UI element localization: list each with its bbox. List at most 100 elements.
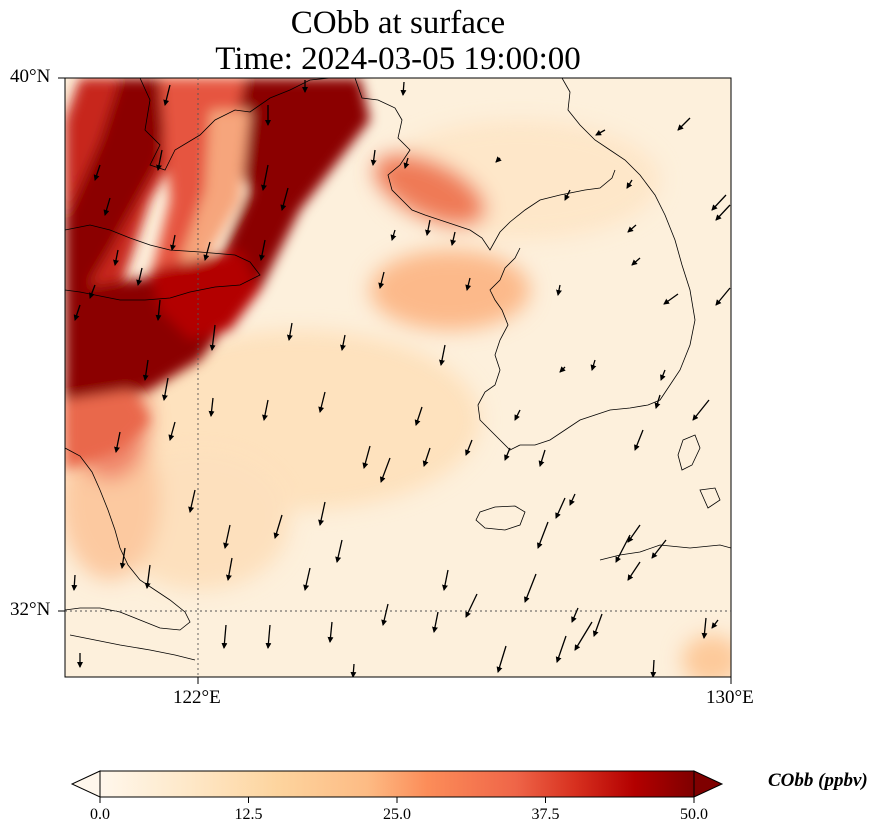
wind-arrow bbox=[559, 366, 566, 373]
wind-arrow bbox=[261, 164, 269, 191]
wind-arrow bbox=[223, 524, 231, 549]
wind-arrow bbox=[163, 84, 171, 106]
wind-arrow bbox=[654, 394, 661, 409]
map-subtitle-time: Time: 2024-03-05 19:00:00 bbox=[215, 41, 581, 77]
wind-arrow bbox=[504, 447, 511, 461]
wind-arrow bbox=[496, 645, 507, 673]
wind-arrow bbox=[569, 493, 576, 506]
map-frame bbox=[64, 77, 732, 678]
wind-arrow bbox=[265, 624, 272, 649]
wind-arrow bbox=[170, 234, 176, 251]
wind-arrow bbox=[592, 613, 603, 637]
wind-arrow bbox=[318, 501, 326, 526]
wind-arrow bbox=[156, 149, 163, 171]
wind-arrow bbox=[536, 521, 549, 549]
colorbar-label: CObb (ppbv) bbox=[768, 770, 868, 791]
lat-label-32n: 32°N bbox=[10, 599, 51, 620]
wind-arrow bbox=[651, 539, 667, 559]
lat-label-40n: 40°N bbox=[10, 66, 51, 87]
map-title: CObb at surface bbox=[290, 5, 506, 41]
wind-arrow bbox=[136, 267, 143, 286]
wind-arrow bbox=[400, 81, 407, 96]
wind-arrow bbox=[280, 187, 289, 211]
gridlines bbox=[65, 78, 731, 677]
wind-arrow bbox=[142, 359, 149, 381]
wind-arrow bbox=[340, 334, 346, 351]
wind-arrow bbox=[303, 567, 311, 591]
wind-arrow bbox=[119, 547, 126, 569]
wind-arrow bbox=[634, 429, 644, 451]
wind-arrow bbox=[556, 284, 562, 296]
colorbar-tick-label: 37.5 bbox=[531, 806, 560, 823]
wind-arrow bbox=[631, 257, 641, 266]
wind-arrow bbox=[439, 344, 446, 366]
wind-vectors bbox=[71, 80, 731, 677]
lon-label-122e: 122°E bbox=[173, 687, 221, 708]
wind-arrow bbox=[442, 569, 449, 591]
wind-arrow bbox=[590, 359, 597, 371]
colorbar-gradient bbox=[99, 770, 695, 798]
wind-arrow bbox=[663, 293, 679, 305]
wind-arrow bbox=[595, 129, 606, 136]
wind-arrow bbox=[555, 635, 567, 663]
colorbar-extend-min bbox=[70, 770, 101, 798]
wind-arrow bbox=[93, 164, 101, 181]
colorbar-tick-label: 25.0 bbox=[383, 806, 411, 823]
wind-arrow bbox=[432, 611, 439, 633]
wind-arrow bbox=[715, 204, 731, 221]
wind-arrow bbox=[209, 324, 216, 351]
wind-arrow bbox=[495, 156, 502, 163]
wind-arrow bbox=[514, 409, 521, 421]
wind-arrow bbox=[155, 299, 162, 321]
wind-arrow bbox=[273, 514, 283, 539]
wind-arrow bbox=[615, 534, 631, 563]
wind-arrow bbox=[711, 194, 727, 211]
wind-arrow bbox=[225, 557, 233, 581]
wind-arrow bbox=[327, 621, 334, 643]
wind-arrow bbox=[715, 287, 731, 306]
wind-arrow bbox=[73, 304, 81, 321]
wind-arrow bbox=[318, 391, 326, 413]
wind-arrow bbox=[571, 607, 579, 623]
wind-arrow bbox=[574, 621, 593, 651]
wind-arrow bbox=[103, 197, 111, 216]
colorbar bbox=[70, 770, 724, 803]
wind-arrow bbox=[379, 457, 391, 483]
wind-arrow bbox=[71, 574, 78, 591]
wind-arrow bbox=[711, 619, 719, 629]
wind-arrow bbox=[660, 369, 666, 381]
wind-arrow bbox=[403, 157, 410, 169]
wind-arrow bbox=[414, 406, 423, 426]
wind-arrow bbox=[701, 617, 708, 639]
colorbar-extend-max bbox=[693, 770, 724, 798]
wind-arrow bbox=[221, 624, 228, 649]
concentration-field bbox=[65, 78, 731, 677]
wind-arrow bbox=[370, 149, 377, 166]
wind-arrow bbox=[335, 539, 343, 563]
wind-arrow bbox=[524, 573, 537, 603]
colorbar-tick-label: 50.0 bbox=[680, 806, 708, 823]
wind-arrow bbox=[286, 322, 293, 341]
wind-arrow bbox=[425, 219, 431, 236]
colorbar-tick-label: 0.0 bbox=[90, 806, 110, 823]
wind-arrow bbox=[627, 224, 637, 233]
wind-arrow bbox=[161, 377, 169, 401]
wind-arrow bbox=[627, 524, 641, 543]
axis-ticks bbox=[58, 77, 732, 684]
wind-arrow bbox=[114, 431, 121, 453]
wind-arrow bbox=[362, 445, 371, 469]
wind-arrow bbox=[203, 241, 211, 261]
wind-arrow bbox=[465, 439, 473, 456]
wind-arrow bbox=[627, 561, 641, 581]
wind-arrow bbox=[626, 179, 633, 189]
wind-arrow bbox=[259, 239, 266, 261]
lon-label-130e: 130°E bbox=[706, 687, 754, 708]
wind-arrow bbox=[465, 593, 478, 618]
wind-arrow bbox=[378, 271, 385, 289]
wind-arrow bbox=[262, 399, 269, 421]
wind-arrow bbox=[538, 449, 546, 467]
wind-arrow bbox=[168, 421, 176, 441]
wind-arrow bbox=[350, 663, 357, 677]
wind-arrow bbox=[188, 489, 196, 513]
